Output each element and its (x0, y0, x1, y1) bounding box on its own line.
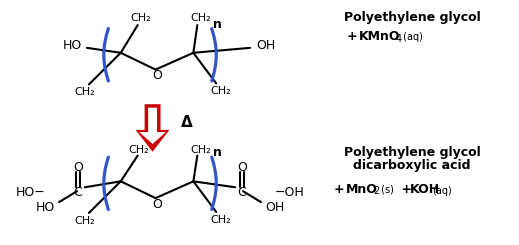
Text: HO−: HO− (16, 186, 45, 199)
Text: +: + (397, 183, 417, 196)
Text: CH₂: CH₂ (210, 215, 230, 225)
Text: dicarboxylic acid: dicarboxylic acid (353, 159, 471, 172)
Text: (aq): (aq) (432, 186, 452, 196)
Text: (s): (s) (378, 184, 394, 194)
Text: Polyethylene glycol: Polyethylene glycol (344, 11, 481, 24)
Text: O: O (153, 69, 162, 82)
Polygon shape (135, 104, 170, 152)
Text: +: + (334, 183, 349, 196)
Text: O: O (153, 197, 162, 210)
Text: Polyethylene glycol: Polyethylene glycol (344, 146, 481, 159)
Text: HO: HO (36, 200, 55, 214)
Text: C: C (74, 186, 83, 199)
Text: KOH: KOH (410, 183, 440, 196)
Text: 4: 4 (395, 34, 401, 44)
Text: HO: HO (63, 39, 82, 52)
Text: (aq): (aq) (400, 32, 423, 42)
Text: CH₂: CH₂ (128, 145, 149, 155)
Text: O: O (73, 161, 83, 174)
Text: CH₂: CH₂ (130, 13, 151, 23)
Text: Δ: Δ (181, 115, 192, 131)
Text: CH₂: CH₂ (75, 87, 95, 97)
Text: KMnO: KMnO (359, 30, 400, 43)
Text: O: O (237, 161, 247, 174)
Text: CH₂: CH₂ (75, 216, 95, 226)
Text: n: n (213, 18, 222, 31)
Text: n: n (213, 146, 222, 159)
Text: OH: OH (256, 39, 275, 52)
Polygon shape (139, 108, 166, 144)
Text: C: C (238, 186, 247, 199)
Text: MnO: MnO (346, 183, 377, 196)
Text: CH₂: CH₂ (190, 145, 211, 155)
Text: +: + (347, 30, 362, 43)
Text: 2: 2 (373, 186, 379, 196)
Text: −OH: −OH (275, 186, 305, 199)
Text: CH₂: CH₂ (190, 13, 211, 23)
Text: CH₂: CH₂ (210, 86, 230, 96)
Text: OH: OH (265, 200, 284, 214)
